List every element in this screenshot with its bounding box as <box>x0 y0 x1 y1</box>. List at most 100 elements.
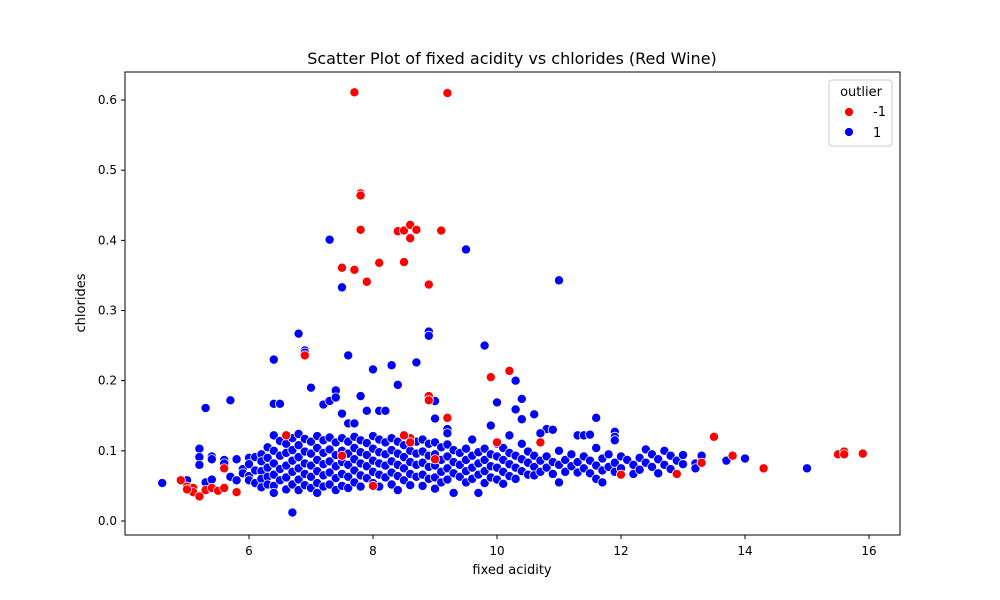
inlier-point <box>293 440 304 451</box>
outlier-point <box>231 487 242 498</box>
inlier-point <box>423 330 434 341</box>
outlier-point <box>839 449 850 460</box>
outlier-point <box>299 350 310 361</box>
inlier-point <box>268 354 279 365</box>
legend-title: outlier <box>840 85 883 100</box>
x-tick-label: 16 <box>861 544 876 558</box>
inlier-point <box>305 471 316 482</box>
inlier-point <box>324 444 335 455</box>
chart-title: Scatter Plot of fixed acidity vs chlorid… <box>307 49 717 68</box>
x-tick-label: 10 <box>489 544 504 558</box>
inlier-point <box>678 450 689 461</box>
inlier-point <box>343 350 354 361</box>
inlier-point <box>361 438 372 449</box>
x-tick-label: 8 <box>369 544 377 558</box>
inlier-point <box>442 439 453 450</box>
inlier-point <box>324 467 335 478</box>
outlier-point <box>398 257 409 268</box>
inlier-point <box>479 454 490 465</box>
outlier-point <box>857 448 868 459</box>
inlier-point <box>355 391 366 402</box>
inlier-point <box>417 480 428 491</box>
inlier-point <box>460 244 471 255</box>
inlier-point <box>411 357 422 368</box>
legend-label-neg1: -1 <box>873 105 886 120</box>
inlier-point <box>194 443 205 454</box>
inlier-point <box>554 275 565 286</box>
inlier-point <box>516 438 527 449</box>
inlier-point <box>293 452 304 463</box>
inlier-point <box>336 408 347 419</box>
inlier-point <box>194 459 205 470</box>
inlier-point <box>491 397 502 408</box>
inlier-point <box>386 360 397 371</box>
inlier-point <box>647 461 658 472</box>
inlier-point <box>516 414 527 425</box>
inlier-point <box>262 452 273 463</box>
inlier-point <box>634 464 645 475</box>
x-axis-ticks: 6 8 10 12 14 16 <box>245 535 877 558</box>
inlier-point <box>343 471 354 482</box>
inlier-point <box>591 443 602 454</box>
inlier-point <box>268 430 279 441</box>
inlier-point <box>305 460 316 471</box>
axes-border <box>124 71 901 536</box>
inlier-point <box>467 434 478 445</box>
outlier-point <box>219 482 230 493</box>
inlier-point <box>293 328 304 339</box>
inlier-point <box>343 482 354 493</box>
inlier-point <box>392 379 403 390</box>
outlier-point <box>429 454 440 465</box>
inlier-point <box>454 471 465 482</box>
outlier-point <box>336 262 347 273</box>
y-axis-ticks: 0.0 0.1 0.2 0.3 0.4 0.5 0.6 <box>98 93 125 528</box>
inlier-point <box>281 472 292 483</box>
inlier-point <box>678 459 689 470</box>
inlier-point <box>585 429 596 440</box>
inlier-point <box>442 428 453 439</box>
inlier-point <box>603 449 614 460</box>
y-tick-label: 0.2 <box>98 374 117 388</box>
inlier-point <box>293 474 304 485</box>
outlier-point <box>367 480 378 491</box>
inlier-point <box>479 340 490 351</box>
outlier-point <box>423 395 434 406</box>
inlier-point <box>479 478 490 489</box>
inlier-point <box>442 451 453 462</box>
inlier-point <box>429 413 440 424</box>
outlier-point <box>175 475 186 486</box>
inlier-point <box>305 448 316 459</box>
inlier-point <box>510 404 521 415</box>
y-axis-label: chlorides <box>74 273 89 332</box>
legend-marker-neg1 <box>844 107 854 117</box>
inlier-point <box>609 435 620 446</box>
inlier-point <box>405 480 416 491</box>
inlier-point <box>287 507 298 518</box>
inlier-point <box>349 418 360 429</box>
inlier-point <box>591 412 602 423</box>
inlier-point <box>367 364 378 375</box>
inlier-point <box>485 420 496 431</box>
inlier-point <box>566 449 577 460</box>
inlier-point <box>361 405 372 416</box>
outlier-point <box>436 225 447 236</box>
outlier-point <box>194 491 205 502</box>
outlier-point <box>405 437 416 448</box>
inlier-point <box>398 463 409 474</box>
inlier-point <box>529 409 540 420</box>
inlier-point <box>324 479 335 490</box>
inlier-point <box>268 458 279 469</box>
outlier-point <box>491 437 502 448</box>
inlier-point <box>585 468 596 479</box>
inlier-point <box>157 478 168 489</box>
outlier-point <box>219 463 230 474</box>
legend-label-1: 1 <box>873 126 881 141</box>
inlier-point <box>274 398 285 409</box>
inlier-point <box>330 392 341 403</box>
inlier-point <box>231 454 242 465</box>
y-tick-label: 0.3 <box>98 304 117 318</box>
y-tick-label: 0.1 <box>98 444 117 458</box>
inlier-point <box>336 282 347 293</box>
inlier-point <box>479 443 490 454</box>
inlier-point <box>305 382 316 393</box>
